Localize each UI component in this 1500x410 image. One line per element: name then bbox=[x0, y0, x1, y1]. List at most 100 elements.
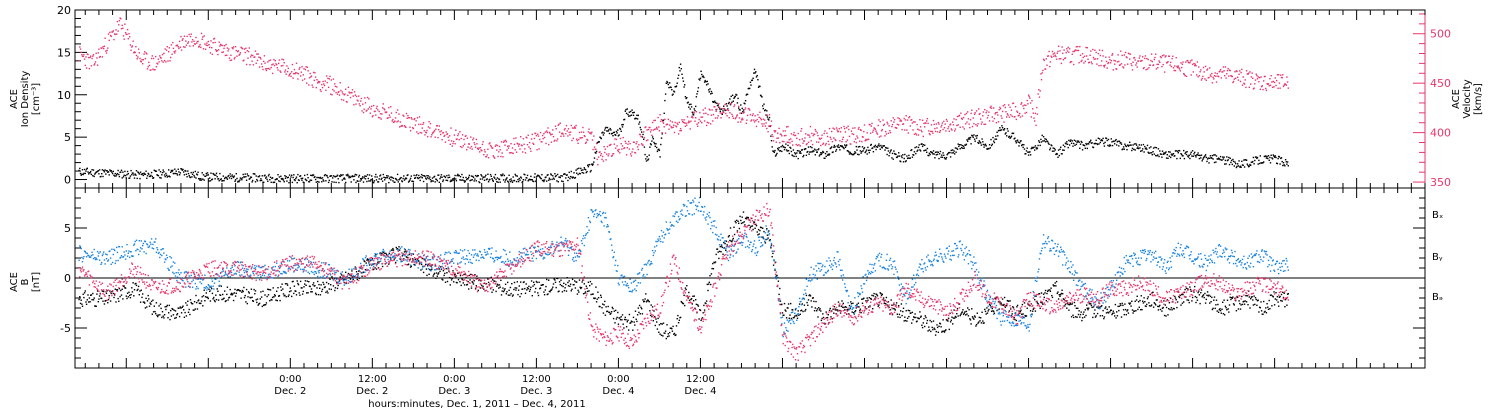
velocity-series-point bbox=[984, 123, 987, 125]
velocity-series-point bbox=[809, 136, 811, 138]
density-series-point bbox=[202, 178, 204, 180]
density-series-point bbox=[353, 179, 355, 181]
velocity-series-point bbox=[957, 124, 959, 126]
velocity-series-point bbox=[412, 127, 415, 130]
density-series-point bbox=[299, 175, 302, 177]
density-series-point bbox=[736, 94, 738, 96]
density-series-point bbox=[600, 137, 602, 140]
velocity-series-point bbox=[914, 121, 916, 123]
b-series-0-point bbox=[105, 300, 107, 302]
b-series-0-point bbox=[902, 307, 905, 309]
b-series-0-point bbox=[273, 296, 275, 298]
velocity-series-point bbox=[907, 132, 909, 134]
velocity-series-point bbox=[395, 111, 397, 114]
velocity-series-point bbox=[1239, 80, 1242, 83]
density-series-point bbox=[496, 177, 499, 179]
density-series-point bbox=[518, 177, 520, 180]
b-series-0-point bbox=[836, 309, 838, 311]
density-series-point bbox=[373, 180, 376, 182]
b-series-0-point bbox=[904, 316, 906, 318]
velocity-series-point bbox=[331, 94, 333, 96]
density-series-point bbox=[902, 154, 904, 156]
density-series-point bbox=[350, 181, 352, 183]
velocity-series-point bbox=[679, 128, 682, 130]
density-series-point bbox=[1090, 139, 1092, 141]
velocity-series-point bbox=[1199, 71, 1201, 73]
density-series-point bbox=[1239, 165, 1242, 167]
b-series-0-point bbox=[511, 295, 514, 297]
velocity-series-point bbox=[755, 120, 757, 122]
density-series-point bbox=[386, 177, 389, 179]
density-series-point bbox=[1034, 145, 1037, 147]
b-series-0-point bbox=[762, 227, 764, 229]
velocity-series-point bbox=[723, 107, 726, 110]
velocity-series-point bbox=[625, 154, 628, 156]
b-series-0-point bbox=[851, 311, 853, 313]
b-series-0-point bbox=[364, 260, 366, 263]
density-series-point bbox=[234, 179, 237, 181]
velocity-series-point bbox=[506, 149, 508, 151]
b-series-0-point bbox=[435, 277, 437, 279]
density-series-point bbox=[564, 173, 566, 175]
velocity-series-point bbox=[833, 137, 835, 139]
density-series-point bbox=[219, 178, 222, 181]
b-series-0-point bbox=[571, 278, 574, 281]
density-series-point bbox=[293, 179, 296, 181]
density-series-point bbox=[1235, 162, 1237, 165]
b-series-0-point bbox=[877, 305, 879, 307]
velocity-series-point bbox=[913, 133, 916, 135]
b-series-0-point bbox=[565, 283, 567, 286]
density-series-point bbox=[915, 146, 918, 148]
velocity-series-point bbox=[321, 83, 323, 86]
b-series-0-point bbox=[610, 312, 612, 315]
velocity-series-point bbox=[310, 76, 312, 78]
velocity-series-point bbox=[1022, 105, 1024, 107]
velocity-series-point bbox=[664, 118, 666, 120]
b-series-0-point bbox=[210, 286, 212, 288]
b-series-0-point bbox=[641, 308, 643, 310]
density-series-point bbox=[215, 172, 218, 174]
b-series-0-point bbox=[616, 316, 618, 319]
velocity-series-point bbox=[863, 124, 866, 126]
density-series-point bbox=[319, 176, 322, 179]
b-series-0-point bbox=[491, 291, 493, 293]
velocity-series-point bbox=[853, 141, 855, 143]
velocity-series-point bbox=[1204, 65, 1207, 68]
density-series-point bbox=[580, 167, 582, 170]
density-series-point bbox=[370, 178, 372, 181]
velocity-series-point bbox=[917, 128, 919, 130]
density-series-point bbox=[1175, 150, 1177, 152]
velocity-series-point bbox=[904, 119, 907, 121]
density-series-point bbox=[143, 172, 145, 174]
velocity-series-point bbox=[829, 136, 831, 138]
b-series-0-point bbox=[505, 293, 507, 295]
velocity-series-point bbox=[646, 129, 648, 131]
density-series-point bbox=[1157, 148, 1160, 150]
b-series-0-point bbox=[952, 323, 954, 325]
velocity-series-point bbox=[916, 123, 918, 126]
b-series-0-point bbox=[255, 299, 257, 301]
density-series-point bbox=[1074, 144, 1076, 146]
velocity-series-point bbox=[301, 66, 303, 68]
density-series-point bbox=[959, 148, 961, 150]
velocity-series-point bbox=[1124, 51, 1127, 54]
velocity-series-point bbox=[781, 140, 784, 143]
density-series-point bbox=[395, 178, 397, 180]
density-series-point bbox=[965, 144, 967, 146]
velocity-series-point bbox=[484, 151, 486, 153]
velocity-series-point bbox=[807, 134, 809, 136]
b-series-0-point bbox=[691, 303, 693, 305]
velocity-series-point bbox=[137, 48, 140, 50]
density-series-point bbox=[684, 84, 686, 86]
velocity-series-point bbox=[580, 131, 583, 133]
b-series-0-point bbox=[954, 317, 956, 319]
b-series-0-point bbox=[599, 305, 601, 308]
density-series-point bbox=[705, 84, 708, 86]
velocity-series-point bbox=[1150, 53, 1153, 55]
density-series-point bbox=[798, 150, 800, 152]
density-series-point bbox=[554, 173, 556, 175]
b-series-0-point bbox=[597, 297, 600, 299]
velocity-series-point bbox=[1222, 71, 1224, 73]
velocity-series-point bbox=[668, 128, 670, 130]
density-series-point bbox=[282, 179, 285, 181]
